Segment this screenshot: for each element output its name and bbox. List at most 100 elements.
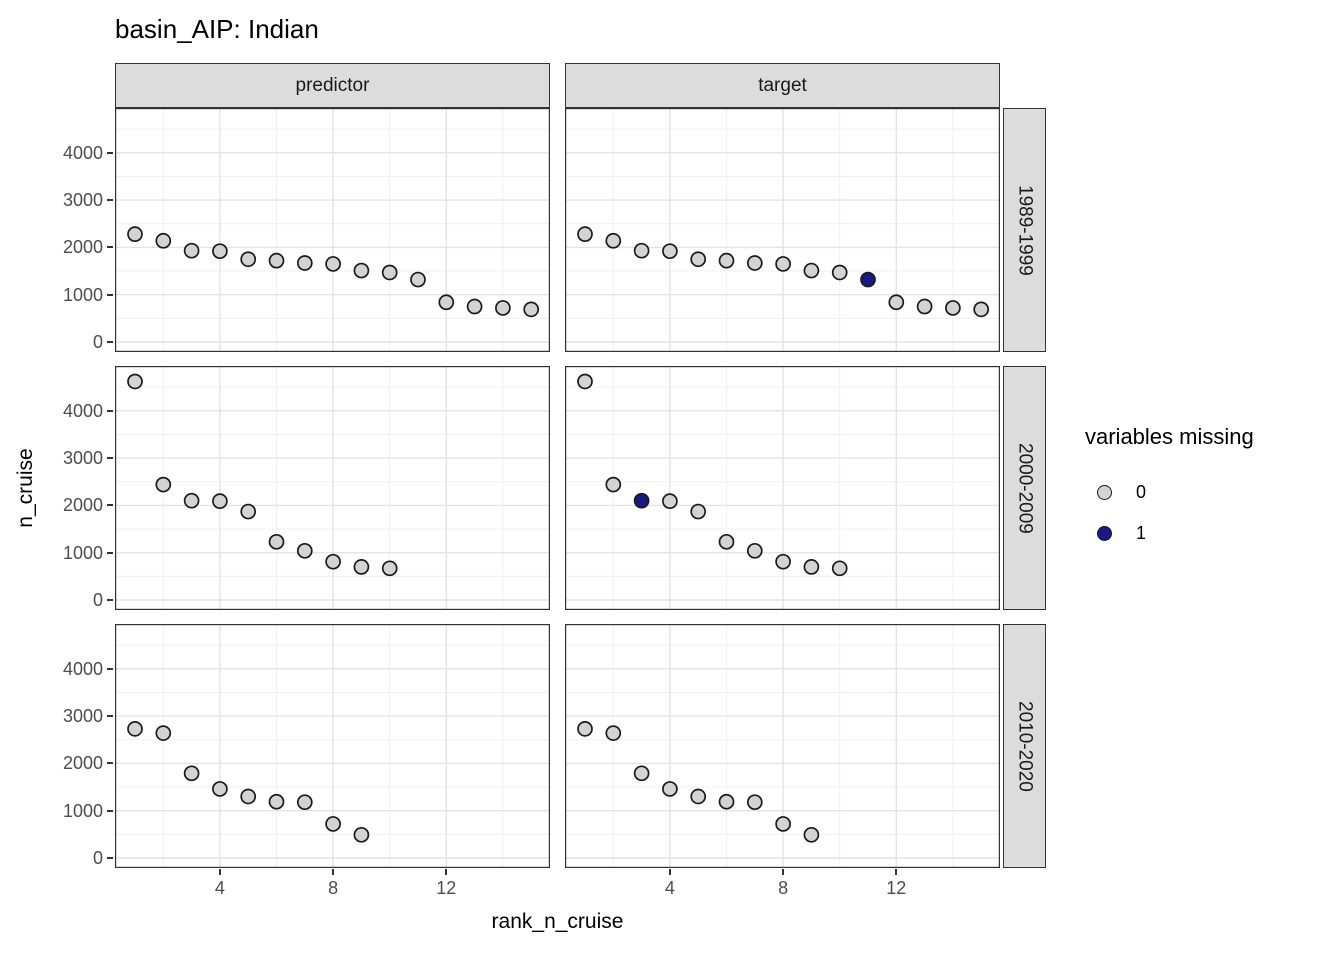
- y-tick-mark: [107, 599, 113, 601]
- y-tick-mark: [107, 151, 113, 154]
- data-point: [127, 373, 143, 390]
- data-point: [296, 255, 313, 271]
- panel-predictor-2010-2020: [115, 624, 550, 868]
- data-point: [466, 298, 483, 315]
- y-tick-mark: [107, 551, 113, 554]
- data-point: [662, 493, 678, 509]
- y-tick-mark: [107, 504, 113, 507]
- y-tick-label: 4000: [62, 400, 103, 421]
- data-point: [155, 232, 172, 249]
- data-point: [353, 826, 370, 843]
- facet-strip-row: 2000-2009: [1003, 366, 1046, 610]
- panel-predictor-1989-1999: [115, 108, 550, 352]
- data-point: [240, 251, 257, 268]
- data-point: [155, 725, 172, 741]
- data-point: [268, 793, 285, 810]
- facet-strip-row: 2010-2020: [1003, 624, 1046, 868]
- y-tick-label: 4000: [62, 142, 103, 163]
- legend-key-0-icon: [1097, 484, 1112, 500]
- legend-label-0: 0: [1136, 481, 1147, 502]
- x-tick-mark: [218, 869, 221, 875]
- data-point: [690, 788, 707, 805]
- y-tick-label: 2000: [62, 753, 103, 774]
- data-point: [605, 725, 622, 741]
- x-tick-label: 12: [886, 878, 907, 898]
- y-tick-label: 1000: [62, 284, 103, 305]
- data-point: [803, 262, 820, 279]
- data-point: [296, 542, 313, 559]
- y-tick-label: 0: [92, 590, 103, 610]
- legend-item: 1: [1097, 520, 1146, 546]
- x-tick-mark: [445, 869, 448, 875]
- legend-key-1-icon: [1097, 525, 1112, 541]
- x-tick-mark: [332, 869, 335, 875]
- y-tick-mark: [107, 715, 113, 718]
- data-point: [888, 294, 905, 311]
- y-tick-mark: [107, 667, 113, 670]
- y-tick-label: 1000: [62, 800, 103, 821]
- data-point: [746, 542, 763, 559]
- data-point: [296, 794, 313, 811]
- facet-strip-row: 1989-1999: [1003, 108, 1046, 352]
- data-point: [127, 226, 143, 243]
- panel-predictor-2000-2009: [115, 366, 550, 610]
- data-point: [662, 781, 678, 797]
- data-point: [183, 765, 200, 782]
- y-tick-label: 2000: [62, 237, 103, 258]
- data-point: [381, 560, 398, 577]
- data-point: [353, 262, 370, 279]
- data-point: [690, 503, 707, 520]
- data-point: [438, 294, 455, 311]
- data-point: [353, 559, 370, 575]
- y-tick-label: 0: [92, 332, 103, 352]
- data-point: [212, 493, 228, 509]
- data-point: [268, 252, 285, 269]
- data-point: [605, 476, 622, 493]
- data-point: [831, 264, 848, 281]
- x-tick-label: 8: [778, 878, 789, 898]
- y-tick-label: 2000: [62, 495, 103, 516]
- data-point: [577, 373, 593, 390]
- data-point: [325, 553, 341, 570]
- y-tick-mark: [107, 293, 113, 296]
- data-point: [746, 255, 763, 271]
- legend-label-1: 1: [1136, 522, 1147, 543]
- data-point: [775, 256, 791, 272]
- data-point: [633, 242, 650, 259]
- data-point: [381, 264, 398, 281]
- y-tick-label: 3000: [62, 706, 103, 727]
- data-point: [973, 301, 990, 318]
- facet-strip-col: predictor: [115, 63, 550, 108]
- data-point: [325, 256, 341, 272]
- data-point: [183, 242, 200, 259]
- data-point: [690, 251, 707, 268]
- facet-strip-col: target: [565, 63, 1000, 108]
- data-point: [746, 794, 763, 811]
- data-point: [916, 298, 933, 315]
- data-point: [803, 559, 820, 575]
- data-point: [605, 232, 622, 249]
- data-point: [633, 765, 650, 782]
- legend-item: 0: [1097, 479, 1146, 505]
- data-point: [945, 300, 961, 316]
- y-tick-mark: [107, 341, 113, 343]
- x-tick-label: 12: [436, 878, 457, 898]
- y-tick-mark: [107, 199, 113, 202]
- x-tick-label: 8: [328, 878, 339, 898]
- data-point: [633, 492, 650, 509]
- data-point: [495, 300, 511, 316]
- y-tick-mark: [107, 762, 113, 765]
- y-tick-mark: [107, 857, 113, 859]
- panel-target-2010-2020: [565, 624, 1000, 868]
- data-point: [860, 271, 876, 288]
- y-tick-mark: [107, 409, 113, 412]
- panel-target-1989-1999: [565, 108, 1000, 352]
- data-point: [577, 721, 593, 737]
- data-point: [718, 793, 735, 810]
- data-point: [212, 781, 228, 797]
- data-point: [718, 533, 735, 550]
- x-tick-mark: [895, 869, 898, 875]
- data-point: [240, 788, 257, 805]
